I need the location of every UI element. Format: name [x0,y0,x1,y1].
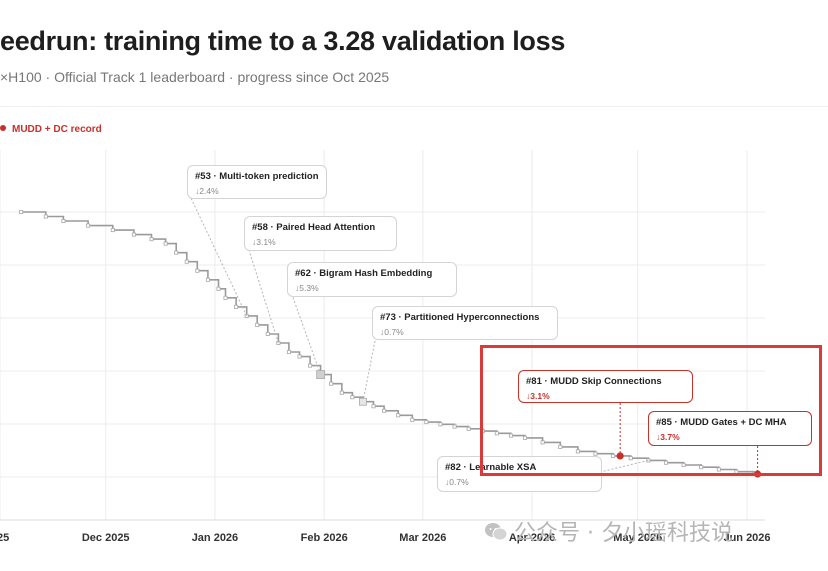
data-point [86,223,91,228]
annotation-title: #73 · Partitioned Hyperconnections [380,312,540,323]
series-line [21,211,755,474]
annotation-delta: ↓3.1% [252,237,276,247]
data-point [611,453,616,458]
data-point [131,232,136,237]
data-point [234,304,239,309]
annotation-leader [247,246,279,344]
annotation-delta: ↓0.7% [445,477,469,487]
data-point [205,277,210,282]
data-point [494,431,499,436]
highlight-box [480,345,822,476]
data-point [308,363,313,368]
watermark-text: 公众号 · 夕小瑶科技说 [514,521,733,546]
data-point [540,440,545,445]
chart-title: eedrun: training time to a 3.28 validati… [0,26,566,56]
data-point [410,417,415,422]
data-point [255,322,260,327]
data-point [339,390,344,395]
data-point [438,422,443,427]
annotation-85: #85 · MUDD Gates + DC MHA ↓3.7% [648,411,812,446]
x-tick-label: Jan 2026 [192,532,238,544]
data-point [628,456,633,461]
data-point [174,250,179,255]
data-point [43,214,48,219]
data-point [265,331,270,336]
x-tick-label: Dec 2025 [82,532,130,544]
annotation-62: #62 · Bigram Hash Embedding ↓5.3% [287,262,457,297]
data-point [699,465,704,470]
milestone-marker [316,370,326,380]
record-point-81 [616,452,624,460]
annotation-title: #53 · Multi-token prediction [195,171,319,182]
annotation-delta: ↓5.3% [295,283,319,293]
legend: MUDD + DC record [0,124,102,135]
data-point [681,462,686,467]
data-point [382,408,387,413]
data-point [110,228,115,233]
annotation-leader [290,291,322,375]
data-point [558,444,563,449]
x-tick-label: Mar 2026 [399,532,446,544]
annotation-81: #81 · MUDD Skip Connections ↓3.1% [518,370,693,403]
x-tick-label: Feb 2026 [301,532,348,544]
wechat-icon [485,523,508,541]
data-point [19,209,24,214]
annotation-delta: ↓3.7% [656,432,680,442]
annotation-title: #62 · Bigram Hash Embedding [295,268,433,279]
annotation-58: #58 · Paired Head Attention ↓3.1% [244,216,397,251]
data-point [61,219,66,224]
data-point [149,237,154,242]
annotation-delta: ↓2.4% [195,186,219,196]
data-point [371,404,376,409]
data-point [216,286,221,291]
annotation-leader [599,459,649,473]
data-point [593,451,598,456]
data-point [329,381,334,386]
annotation-delta: ↓0.7% [380,327,404,337]
data-point [716,467,721,472]
data-point [523,435,528,440]
divider [0,106,828,107]
data-point [195,268,200,273]
annotation-title: #58 · Paired Head Attention [252,222,376,233]
data-point [424,420,429,425]
annotation-delta: ↓3.1% [526,391,550,401]
data-point [663,460,668,465]
annotation-leader [189,195,248,317]
x-tick-label: Apr 2026 [509,532,555,544]
data-point [466,426,471,431]
annotation-title: #85 · MUDD Gates + DC MHA [656,417,787,428]
data-point [508,433,513,438]
annotation-73: #73 · Partitioned Hyperconnections ↓0.7% [372,306,558,340]
data-point [223,295,228,300]
data-point [286,350,291,355]
chart-subtitle: ×H100 · Official Track 1 leaderboard · p… [0,69,390,85]
data-point [244,313,249,318]
annotation-title: #81 · MUDD Skip Connections [526,376,662,387]
annotation-title: #82 · Learnable XSA [445,462,537,473]
annotation-leader [362,335,377,402]
milestone-marker [359,397,367,406]
x-tick-label: 025 [0,532,9,544]
data-point [163,241,168,246]
data-point [184,259,189,264]
data-point [350,395,355,400]
data-point [452,424,457,429]
data-point [396,413,401,418]
watermark: 公众号 · 夕小瑶科技说 [484,515,733,547]
x-tick-label: Jun 2026 [723,532,770,544]
data-point [575,449,580,454]
legend-record-marker [0,125,6,131]
legend-label: MUDD + DC record [12,124,102,135]
annotation-53: #53 · Multi-token prediction ↓2.4% [187,165,327,199]
data-point [297,354,302,359]
x-tick-label: May 2026 [613,532,662,544]
